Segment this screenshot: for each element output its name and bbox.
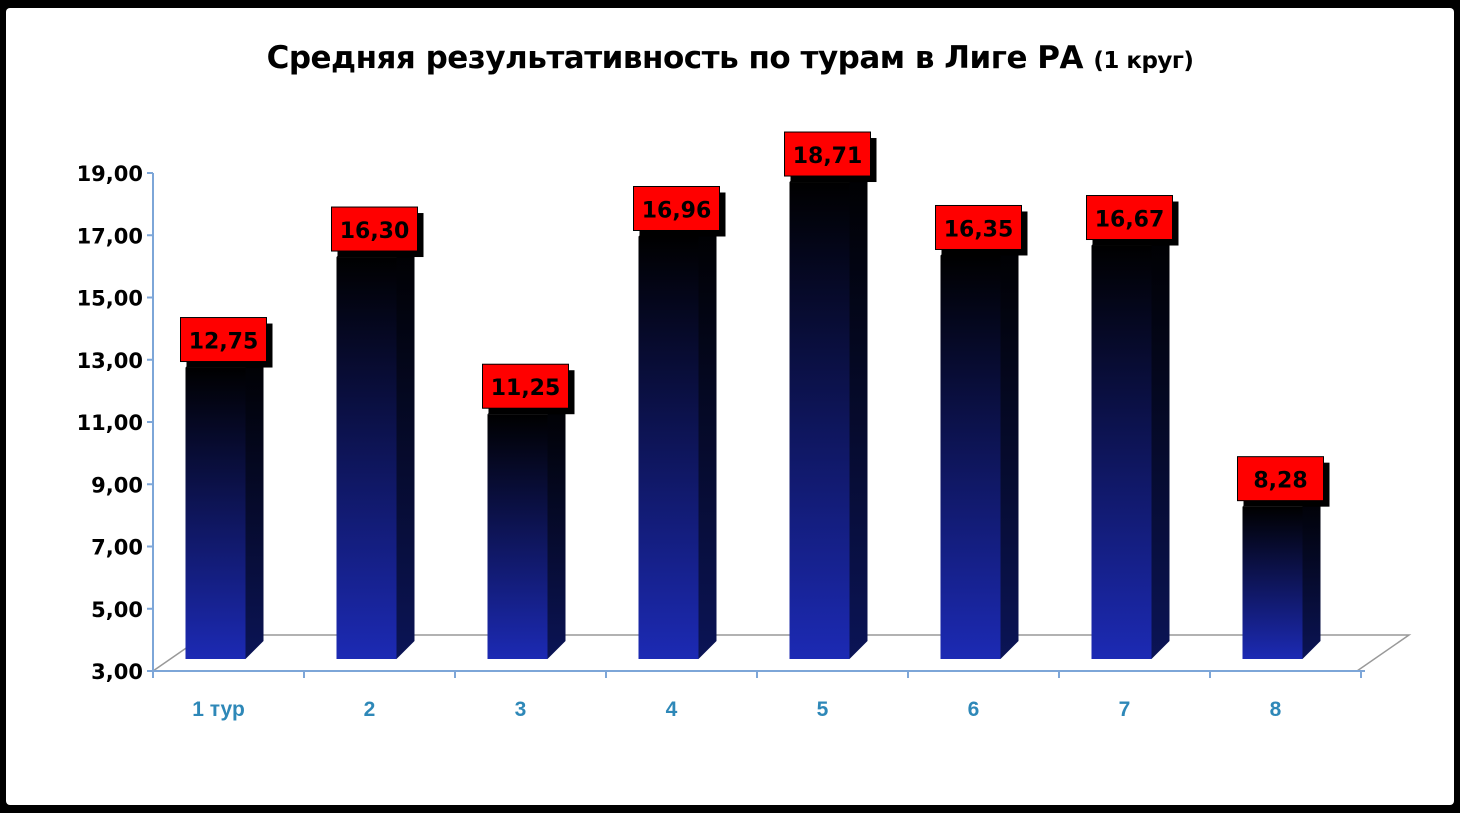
bar [185,349,264,659]
chart-title: Средняя результативность по турам в Лиге… [6,40,1454,76]
bar-side [1302,488,1321,659]
y-tick-label: 11,00 [77,411,143,435]
data-label: 16,96 [633,185,726,237]
x-tick-label: 1 тур [192,698,245,721]
x-tick-label: 3 [515,698,527,721]
bars [185,164,1321,660]
bar-side [1000,237,1019,659]
bar [1242,488,1321,659]
chart-subtitle: (1 круг) [1093,48,1194,74]
data-label-box [1237,456,1324,502]
bar-front [1242,506,1303,659]
data-label-text: 12,75 [189,330,259,355]
data-label-text: 11,25 [491,376,561,401]
y-tick-label: 17,00 [77,224,143,248]
data-label-box [784,131,871,177]
axes: 3,00 5,00 7,00 9,00 11,00 13,00 15,00 17,00 19,0… [77,162,1412,721]
x-tick-label: 5 [817,698,829,721]
bar-side [849,164,868,659]
y-tick-label: 3,00 [91,660,143,684]
y-tick-label: 7,00 [91,536,143,560]
chart-frame: Средняя результативность по турам в Лиге… [6,8,1454,805]
data-label-text: 8,28 [1253,469,1307,494]
data-label-text: 16,35 [944,217,1014,242]
data-label-box [935,204,1022,250]
y-tick-label: 15,00 [77,287,143,311]
data-label-box [180,317,267,363]
bar-front [185,367,246,659]
bar-side [698,218,717,659]
bar-side [1151,227,1170,660]
data-label-text: 16,67 [1095,208,1165,233]
bar [789,164,868,659]
data-label-box [482,363,569,409]
data-label: 18,71 [784,131,877,183]
data-label-box [331,206,418,252]
bar-front [638,236,699,659]
bar [336,239,415,659]
bar-chart: 3,00 5,00 7,00 9,00 11,00 13,00 15,00 17,00 19,0… [77,131,1412,721]
data-label-box [633,185,720,231]
data-label: 8,28 [1237,456,1330,507]
y-tick-label: 13,00 [77,349,143,373]
data-label-text: 16,30 [340,219,410,244]
data-label: 16,30 [331,206,424,258]
x-tick-label: 2 [364,698,376,721]
bar-side [245,349,264,659]
bar-side [396,239,415,659]
data-label: 16,35 [935,204,1028,256]
data-label-text: 18,71 [793,144,863,169]
bar-front [789,182,850,659]
x-tick-label: 7 [1119,698,1131,721]
data-label: 11,25 [482,363,575,415]
bar-front [940,255,1001,659]
y-tick-label: 5,00 [91,598,143,622]
x-tick-label: 6 [968,698,980,721]
bar-front [1091,245,1152,660]
bar-side [547,396,566,659]
bar [940,237,1019,659]
bar [487,396,566,659]
x-tick-label: 4 [666,698,678,721]
bar [1091,227,1170,660]
x-tick-label: 8 [1270,698,1282,721]
bar-front [336,257,397,659]
data-labels: 12,75 16,30 11,25 16,96 18,71 16,35 16,67 8,28 [180,131,1330,507]
data-label-text: 16,96 [642,198,712,223]
data-label: 16,67 [1086,195,1179,246]
bar [638,218,717,659]
bar-front [487,414,548,659]
y-tick-label: 9,00 [91,473,143,497]
data-label: 12,75 [180,317,273,368]
chart-title-main: Средняя результативность по турам в Лиге… [266,40,1084,76]
y-tick-label: 19,00 [77,162,143,186]
data-label-box [1086,195,1173,241]
